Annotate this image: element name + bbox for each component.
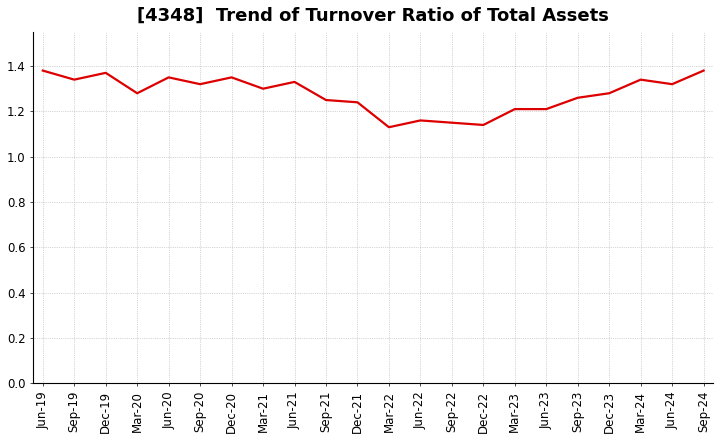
- Title: [4348]  Trend of Turnover Ratio of Total Assets: [4348] Trend of Turnover Ratio of Total …: [138, 7, 609, 25]
